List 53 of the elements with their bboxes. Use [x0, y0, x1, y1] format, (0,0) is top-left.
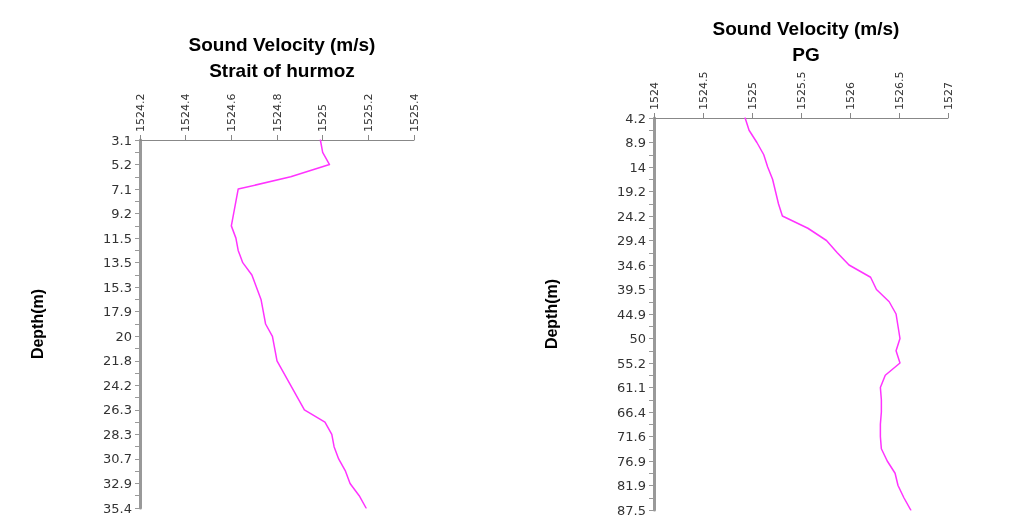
y-tick-label: 29.4 [617, 233, 646, 248]
x-tick-label: 1527 [941, 82, 955, 110]
y-tick-label: 11.5 [103, 230, 132, 246]
x-tick-label: 1526.5 [892, 71, 906, 110]
chart-title: PG [792, 44, 820, 65]
y-tick-label: 5.2 [111, 157, 132, 173]
y-tick-label: 4.2 [625, 110, 646, 126]
y-tick-label: 17.9 [103, 304, 132, 320]
x-tick-label: 1526 [843, 82, 857, 110]
y-tick-label: 87.5 [617, 502, 646, 518]
y-axis-title: Depth(m) [28, 288, 46, 360]
y-tick-label: 30.7 [103, 451, 132, 467]
y-tick-label: 20 [115, 328, 132, 344]
y-axis-title: Depth(m) [542, 278, 560, 350]
y-tick-label: 14 [629, 159, 646, 175]
x-tick-label: 1524.8 [270, 93, 284, 132]
x-tick-label: 1524 [647, 82, 661, 110]
x-tick-label: 1525.4 [407, 93, 421, 132]
y-tick-label: 50 [629, 331, 646, 346]
x-tick-label: 1524.6 [224, 93, 238, 132]
y-tick-label: 7.1 [111, 181, 132, 197]
y-tick-label: 71.6 [617, 429, 646, 444]
y-tick-label: 3.1 [111, 132, 132, 148]
x-tick-label: 1525.2 [361, 93, 375, 132]
y-tick-label: 26.3 [103, 402, 132, 418]
y-tick-label: 44.9 [617, 306, 646, 322]
y-tick-label: 35.4 [103, 500, 132, 516]
x-axis-title: Sound Velocity (m/s) [188, 34, 376, 55]
y-tick-label: 81.9 [617, 478, 646, 493]
y-tick-label: 55.2 [617, 355, 646, 371]
y-tick-label: 24.2 [617, 208, 646, 224]
y-tick-label: 9.2 [111, 206, 132, 222]
y-tick-label: 13.5 [103, 255, 132, 271]
x-tick-label: 1524.2 [133, 93, 147, 132]
y-tick-label: 15.3 [103, 279, 132, 295]
y-tick-label: 28.3 [103, 426, 132, 442]
y-tick-label: 8.9 [625, 135, 646, 150]
y-tick-label: 19.2 [617, 184, 646, 199]
x-tick-label: 1524.5 [696, 71, 710, 110]
y-tick-label: 21.8 [103, 353, 132, 369]
y-tick-label: 76.9 [617, 453, 646, 469]
chart-title: Strait of hurmoz [209, 60, 355, 81]
x-tick-label: 1524.4 [179, 93, 193, 132]
x-tick-label: 1525.5 [794, 71, 808, 110]
y-tick-label: 34.6 [617, 257, 646, 273]
y-tick-label: 32.9 [103, 475, 132, 491]
y-tick-label: 39.5 [617, 282, 646, 297]
y-tick-label: 61.1 [617, 380, 646, 395]
x-axis-title: Sound Velocity (m/s) [712, 18, 900, 39]
x-tick-label: 1525 [316, 104, 330, 132]
y-tick-label: 66.4 [617, 404, 646, 420]
y-tick-label: 24.2 [103, 377, 132, 393]
x-tick-label: 1525 [745, 82, 759, 110]
